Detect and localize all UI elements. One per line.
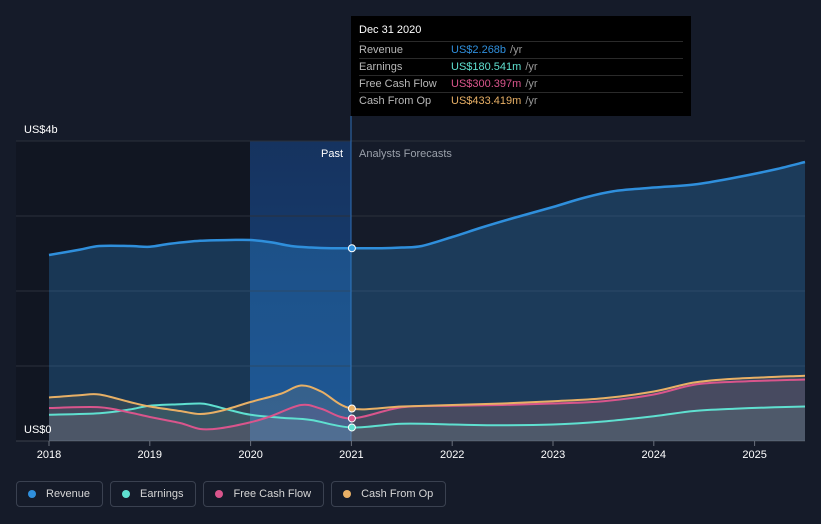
x-tick-label: 2020 <box>238 449 262 461</box>
tooltip-label: Free Cash Flow <box>359 78 437 90</box>
legend-dot-icon <box>215 490 224 498</box>
legend-label: Earnings <box>140 488 184 500</box>
x-tick-label: 2022 <box>440 449 464 461</box>
earnings-line <box>48 402 806 429</box>
tooltip-row-revenue: Revenue US$2.268b /yr <box>359 41 683 58</box>
tooltip-row-cash-from-op: Cash From Op US$433.419m /yr <box>359 92 683 109</box>
tooltip: Dec 31 2020 Revenue US$2.268b /yr Earnin… <box>351 16 691 116</box>
revenue-line <box>48 160 806 257</box>
legend-label: Free Cash Flow <box>233 488 312 500</box>
legend-label: Cash From Op <box>361 488 434 500</box>
y-axis-bottom-label: US$0 <box>24 424 52 436</box>
tooltip-value: US$433.419m <box>451 95 522 107</box>
legend-dot-icon <box>122 490 131 498</box>
forecast-label: Analysts Forecasts <box>359 148 452 160</box>
tooltip-label: Earnings <box>359 61 403 73</box>
x-axis-ticks: 2018 2019 2020 2021 2022 2023 2024 2025 <box>37 441 767 461</box>
legend-dot-icon <box>343 490 352 498</box>
tooltip-unit: /yr <box>525 61 538 73</box>
tooltip-unit: /yr <box>525 78 538 90</box>
tooltip-row-free-cash-flow: Free Cash Flow US$300.397m /yr <box>359 75 683 92</box>
legend-label: Revenue <box>46 488 91 500</box>
tooltip-label: Cash From Op <box>359 95 432 107</box>
tooltip-value: US$2.268b <box>451 44 507 56</box>
tooltip-value: US$180.541m <box>451 61 522 73</box>
x-tick-label: 2023 <box>541 449 565 461</box>
tooltip-label: Revenue <box>359 44 404 56</box>
cash-from-op-marker <box>347 404 356 413</box>
series-lines <box>48 160 806 431</box>
x-tick-label: 2019 <box>138 449 162 461</box>
hover-markers <box>347 244 356 432</box>
x-tick-label: 2025 <box>742 449 766 461</box>
x-tick-label: 2024 <box>642 449 666 461</box>
past-label: Past <box>321 148 343 160</box>
cash-from-op-line <box>48 374 806 416</box>
earnings-marker <box>347 423 356 432</box>
x-tick-label: 2021 <box>339 449 363 461</box>
tooltip-unit: /yr <box>510 44 523 56</box>
x-tick-label: 2018 <box>37 449 61 461</box>
legend: Revenue Earnings Free Cash Flow Cash Fro… <box>16 481 447 507</box>
legend-item-free-cash-flow[interactable]: Free Cash Flow <box>203 481 325 507</box>
tooltip-unit: /yr <box>525 95 538 107</box>
tooltip-date: Dec 31 2020 <box>359 24 422 36</box>
revenue-area <box>49 162 805 441</box>
legend-dot-icon <box>28 490 36 498</box>
legend-item-earnings[interactable]: Earnings <box>110 481 197 507</box>
revenue-marker <box>347 244 356 253</box>
free-cash-flow-line <box>48 378 806 431</box>
free-cash-flow-marker <box>347 414 356 423</box>
y-axis-top-label: US$4b <box>24 124 58 136</box>
tooltip-row-earnings: Earnings US$180.541m /yr <box>359 58 683 75</box>
tooltip-value: US$300.397m <box>451 78 522 90</box>
legend-item-cash-from-op[interactable]: Cash From Op <box>331 481 447 507</box>
grid-lines <box>16 140 805 442</box>
legend-item-revenue[interactable]: Revenue <box>16 481 104 507</box>
